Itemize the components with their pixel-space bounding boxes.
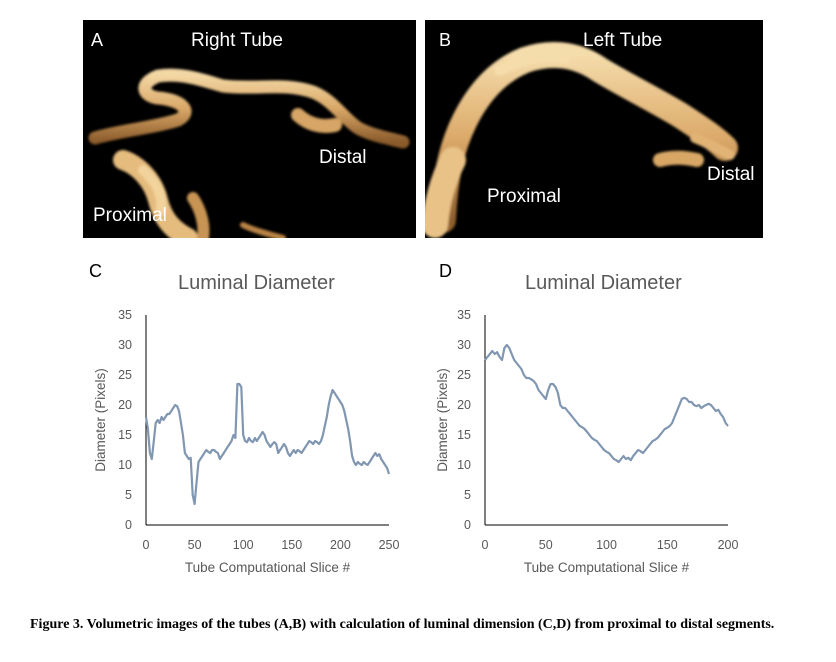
chart-c-x-tick-label: 250 (379, 538, 400, 552)
chart-c-x-tick-label: 50 (188, 538, 202, 552)
chart-d-plot: 0 5 10 15 20 25 30 35 0 50 100 150 200 Tube Computati… (435, 308, 739, 575)
panel-a-proximal-label: Proximal (93, 205, 167, 226)
tube-render-left (425, 42, 738, 238)
chart-c-x-tick-label: 200 (330, 538, 351, 552)
chart-c-y-tick-label: 10 (118, 458, 132, 472)
chart-d-x-tick-label: 100 (596, 538, 617, 552)
chart-d-y-axis-label: Diameter (Pixels) (435, 368, 450, 472)
chart-d-y-tick-label: 0 (464, 518, 471, 532)
chart-c-x-axis-label: Tube Computational Slice # (185, 560, 351, 575)
chart-c-y-tick-label: 5 (125, 488, 132, 502)
chart-c-y-tick-label: 25 (118, 368, 132, 382)
chart-c-y-tick-label: 0 (125, 518, 132, 532)
chart-d-letter: D (439, 261, 452, 281)
panel-a-title: Right Tube (191, 30, 283, 51)
chart-d-title: Luminal Diameter (525, 272, 682, 294)
panel-a-distal-label: Distal (319, 147, 367, 168)
chart-c-plot: 0 5 10 15 20 25 30 35 0 50 100 150 200 250 Tube Comput… (93, 308, 400, 575)
panel-b-letter: B (439, 30, 452, 50)
panel-b-title: Left Tube (583, 30, 663, 51)
panel-b-distal-label: Distal (707, 164, 755, 185)
chart-c-y-axis-label: Diameter (Pixels) (93, 368, 108, 472)
panel-a-volumetric-image: A Right Tube Distal Proximal (83, 20, 416, 238)
chart-d-y-tick-label: 5 (464, 488, 471, 502)
chart-d-y-tick-label: 20 (457, 398, 471, 412)
chart-d-x-tick-label: 200 (718, 538, 739, 552)
chart-c: C Luminal Diameter 0 5 10 15 20 25 30 35 0 50 100 1… (83, 255, 413, 585)
chart-c-series-line (144, 382, 391, 506)
chart-c-x-tick-label: 0 (143, 538, 150, 552)
chart-d-y-tick-label: 25 (457, 368, 471, 382)
chart-d-y-tick-label: 15 (457, 428, 471, 442)
chart-c-y-tick-label: 35 (118, 308, 132, 322)
chart-d-y-tick-label: 10 (457, 458, 471, 472)
chart-c-y-tick-label: 30 (118, 338, 132, 352)
figure-caption: Figure 3. Volumetric images of the tubes… (30, 617, 775, 632)
chart-d-y-tick-label: 35 (457, 308, 471, 322)
chart-d: D Luminal Diameter 0 5 10 15 20 25 30 35 0 50 100 1… (425, 255, 755, 585)
chart-d-x-tick-label: 0 (482, 538, 489, 552)
chart-c-letter: C (89, 261, 102, 281)
chart-d-y-tick-label: 30 (457, 338, 471, 352)
chart-c-y-tick-label: 15 (118, 428, 132, 442)
chart-d-x-axis-label: Tube Computational Slice # (524, 560, 690, 575)
panel-a-letter: A (91, 30, 104, 50)
panel-b-volumetric-image: B Left Tube Distal Proximal (425, 20, 763, 238)
chart-c-title: Luminal Diameter (178, 272, 335, 294)
chart-d-series-line (484, 343, 729, 464)
chart-c-y-tick-label: 20 (118, 398, 132, 412)
chart-c-x-tick-label: 150 (281, 538, 302, 552)
chart-d-x-tick-label: 50 (539, 538, 553, 552)
chart-c-x-tick-label: 100 (233, 538, 254, 552)
panel-b-proximal-label: Proximal (487, 186, 561, 207)
tube-render-right (88, 68, 410, 238)
chart-d-x-tick-label: 150 (657, 538, 678, 552)
